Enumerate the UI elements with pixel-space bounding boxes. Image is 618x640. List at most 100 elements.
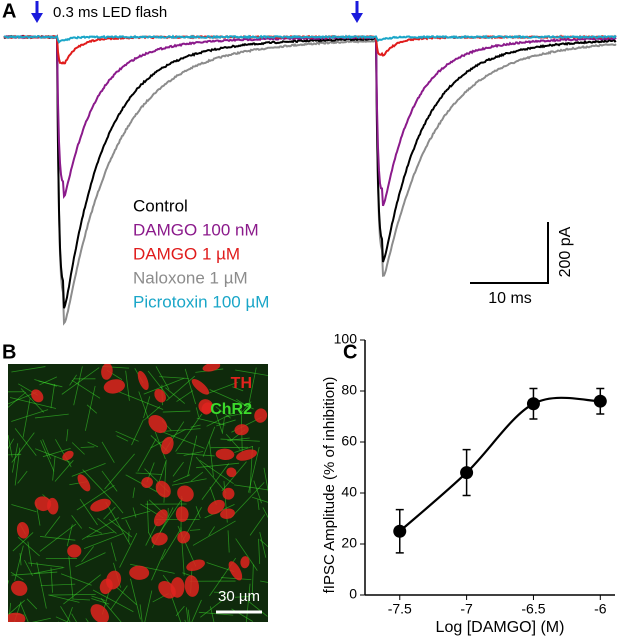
fiber [239, 401, 252, 416]
fiber [175, 413, 203, 452]
fiber [183, 451, 204, 456]
fiber [31, 617, 51, 622]
fiber [8, 602, 12, 622]
fiber [159, 430, 205, 449]
fiber [85, 618, 89, 622]
fiber [115, 430, 139, 442]
fiber [172, 461, 184, 477]
point [526, 397, 540, 411]
fiber [138, 391, 149, 420]
cell [175, 506, 189, 522]
fiber [39, 376, 58, 386]
fiber [14, 621, 16, 622]
fiber [8, 434, 13, 458]
legend-entry: Naloxone 1 µM [133, 268, 248, 287]
x-tick-label: -7 [460, 601, 473, 617]
fiber [84, 385, 96, 431]
fiber [159, 376, 189, 379]
stain-label: TH [231, 375, 252, 392]
cell [222, 487, 235, 500]
fiber [161, 530, 181, 561]
fiber [101, 441, 115, 463]
fiber [201, 463, 230, 500]
fiber [236, 399, 249, 408]
fiber [202, 426, 216, 457]
fiber [110, 585, 128, 610]
fiber [75, 552, 106, 567]
fiber [39, 523, 77, 552]
legend-entry: Control [133, 196, 188, 215]
cell [153, 509, 168, 527]
fiber [104, 453, 135, 490]
fiber [196, 417, 226, 426]
cell [101, 364, 113, 380]
fiber [260, 580, 268, 583]
fiber [175, 605, 185, 617]
fiber [131, 419, 144, 446]
fiber [208, 526, 215, 536]
fiber [63, 574, 101, 605]
fiber [263, 467, 268, 493]
y-tick-label: 20 [341, 535, 357, 551]
fiber [234, 596, 249, 598]
cell [8, 612, 26, 622]
fiber [176, 390, 194, 402]
fiber [50, 567, 53, 593]
fiber [8, 453, 22, 456]
fiber [86, 404, 98, 414]
cell [129, 565, 150, 580]
fiber [187, 435, 198, 477]
fiber [143, 406, 161, 421]
cell [103, 379, 125, 394]
point [593, 394, 607, 408]
fiber [71, 462, 106, 477]
legend-entry: Picrotoxin 100 µM [133, 292, 269, 311]
fiber [259, 539, 268, 548]
fiber [143, 396, 151, 419]
panel-label: B [2, 341, 16, 363]
fiber [12, 532, 34, 552]
fiber [224, 413, 239, 418]
fiber [80, 446, 95, 448]
fiber [208, 440, 214, 477]
cell [228, 561, 243, 581]
cell [31, 389, 44, 403]
trace [3, 34, 617, 326]
cell [141, 477, 153, 488]
fiber [130, 578, 141, 620]
cell [184, 575, 200, 597]
fiber [252, 496, 268, 503]
trace [3, 34, 617, 309]
fiber [82, 469, 115, 504]
fiber [11, 432, 35, 463]
fiber [66, 429, 69, 442]
x-axis-label: Log [DAMGO] (M) [436, 619, 565, 636]
fiber [20, 604, 29, 622]
micrograph [8, 364, 268, 622]
fiber [213, 591, 227, 594]
fiber [19, 553, 22, 566]
cell [154, 388, 167, 403]
cell [90, 498, 111, 512]
fiber [151, 548, 166, 581]
cell [207, 499, 225, 515]
fiber [88, 527, 103, 534]
fiber [24, 559, 33, 577]
legend-entry: DAMGO 1 µM [133, 244, 240, 263]
fiber [40, 536, 76, 541]
fiber [60, 606, 71, 622]
fiber [52, 456, 56, 481]
fiber [171, 478, 207, 486]
point [460, 466, 474, 480]
fiber [154, 431, 166, 460]
fiber [28, 562, 64, 568]
fiber [155, 366, 170, 390]
fiber [55, 439, 72, 468]
y-tick-label: 80 [341, 382, 357, 398]
x-tick-label: -6.5 [521, 601, 545, 617]
y-tick-label: 60 [341, 433, 357, 449]
fiber [36, 562, 47, 609]
fit-curve [399, 396, 601, 533]
fiber [166, 375, 196, 401]
cell [62, 450, 74, 461]
